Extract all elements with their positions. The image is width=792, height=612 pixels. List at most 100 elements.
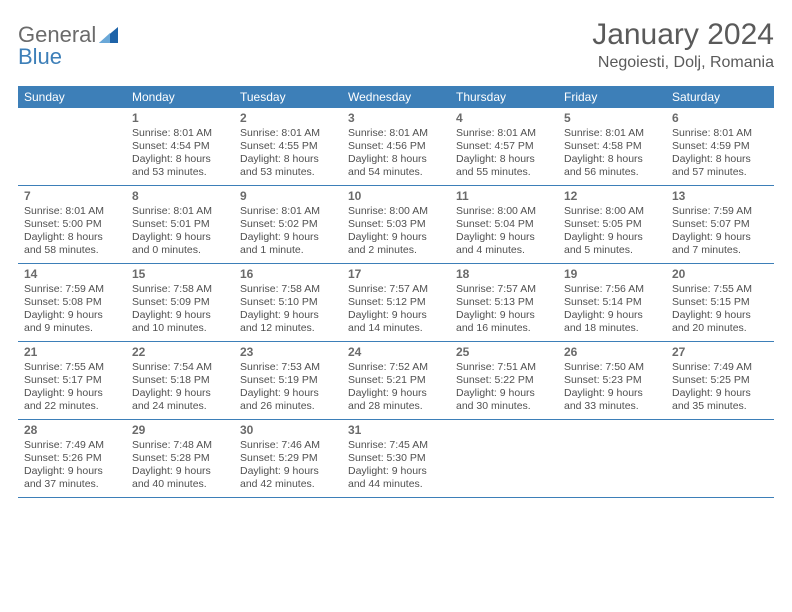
cell-sunset: Sunset: 5:10 PM bbox=[240, 296, 336, 309]
calendar-cell: 13Sunrise: 7:59 AMSunset: 5:07 PMDayligh… bbox=[666, 186, 774, 264]
cell-sunset: Sunset: 5:30 PM bbox=[348, 452, 444, 465]
day-number: 15 bbox=[132, 267, 228, 282]
cell-daylight1: Daylight: 9 hours bbox=[240, 309, 336, 322]
cell-sunrise: Sunrise: 7:50 AM bbox=[564, 361, 660, 374]
weekday-header: Wednesday bbox=[342, 86, 450, 108]
cell-daylight2: and 35 minutes. bbox=[672, 400, 768, 413]
cell-daylight2: and 57 minutes. bbox=[672, 166, 768, 179]
cell-daylight2: and 1 minute. bbox=[240, 244, 336, 257]
cell-sunset: Sunset: 4:55 PM bbox=[240, 140, 336, 153]
logo-blue-row: Blue bbox=[18, 44, 62, 70]
cell-sunrise: Sunrise: 7:58 AM bbox=[240, 283, 336, 296]
day-number: 17 bbox=[348, 267, 444, 282]
day-number: 8 bbox=[132, 189, 228, 204]
cell-daylight1: Daylight: 9 hours bbox=[24, 309, 120, 322]
calendar-cell: 1Sunrise: 8:01 AMSunset: 4:54 PMDaylight… bbox=[126, 108, 234, 186]
calendar-cell: 6Sunrise: 8:01 AMSunset: 4:59 PMDaylight… bbox=[666, 108, 774, 186]
cell-sunrise: Sunrise: 7:51 AM bbox=[456, 361, 552, 374]
weekday-header: Monday bbox=[126, 86, 234, 108]
cell-sunset: Sunset: 5:21 PM bbox=[348, 374, 444, 387]
cell-daylight2: and 12 minutes. bbox=[240, 322, 336, 335]
calendar-grid: SundayMondayTuesdayWednesdayThursdayFrid… bbox=[18, 86, 774, 498]
cell-sunset: Sunset: 4:57 PM bbox=[456, 140, 552, 153]
day-number: 5 bbox=[564, 111, 660, 126]
calendar-cell: 8Sunrise: 8:01 AMSunset: 5:01 PMDaylight… bbox=[126, 186, 234, 264]
calendar-cell: 5Sunrise: 8:01 AMSunset: 4:58 PMDaylight… bbox=[558, 108, 666, 186]
calendar-cell: 2Sunrise: 8:01 AMSunset: 4:55 PMDaylight… bbox=[234, 108, 342, 186]
cell-sunrise: Sunrise: 8:01 AM bbox=[24, 205, 120, 218]
cell-sunset: Sunset: 5:15 PM bbox=[672, 296, 768, 309]
calendar-cell: 22Sunrise: 7:54 AMSunset: 5:18 PMDayligh… bbox=[126, 342, 234, 420]
cell-daylight1: Daylight: 8 hours bbox=[672, 153, 768, 166]
calendar-cell: 31Sunrise: 7:45 AMSunset: 5:30 PMDayligh… bbox=[342, 420, 450, 498]
cell-sunrise: Sunrise: 8:01 AM bbox=[240, 127, 336, 140]
cell-sunset: Sunset: 5:08 PM bbox=[24, 296, 120, 309]
calendar-cell: 10Sunrise: 8:00 AMSunset: 5:03 PMDayligh… bbox=[342, 186, 450, 264]
cell-sunrise: Sunrise: 8:01 AM bbox=[132, 205, 228, 218]
cell-daylight2: and 10 minutes. bbox=[132, 322, 228, 335]
cell-sunset: Sunset: 4:59 PM bbox=[672, 140, 768, 153]
calendar-cell: 3Sunrise: 8:01 AMSunset: 4:56 PMDaylight… bbox=[342, 108, 450, 186]
cell-sunset: Sunset: 5:18 PM bbox=[132, 374, 228, 387]
cell-sunset: Sunset: 4:56 PM bbox=[348, 140, 444, 153]
cell-daylight2: and 37 minutes. bbox=[24, 478, 120, 491]
cell-daylight1: Daylight: 9 hours bbox=[132, 387, 228, 400]
cell-daylight2: and 14 minutes. bbox=[348, 322, 444, 335]
cell-daylight1: Daylight: 9 hours bbox=[240, 231, 336, 244]
calendar-cell: 16Sunrise: 7:58 AMSunset: 5:10 PMDayligh… bbox=[234, 264, 342, 342]
cell-daylight1: Daylight: 9 hours bbox=[24, 465, 120, 478]
calendar-cell: 4Sunrise: 8:01 AMSunset: 4:57 PMDaylight… bbox=[450, 108, 558, 186]
cell-daylight1: Daylight: 8 hours bbox=[348, 153, 444, 166]
cell-daylight2: and 58 minutes. bbox=[24, 244, 120, 257]
calendar-cell: 27Sunrise: 7:49 AMSunset: 5:25 PMDayligh… bbox=[666, 342, 774, 420]
cell-sunrise: Sunrise: 7:56 AM bbox=[564, 283, 660, 296]
cell-daylight2: and 56 minutes. bbox=[564, 166, 660, 179]
cell-sunset: Sunset: 5:00 PM bbox=[24, 218, 120, 231]
cell-sunrise: Sunrise: 8:01 AM bbox=[564, 127, 660, 140]
cell-sunset: Sunset: 4:54 PM bbox=[132, 140, 228, 153]
calendar-cell: 21Sunrise: 7:55 AMSunset: 5:17 PMDayligh… bbox=[18, 342, 126, 420]
cell-daylight2: and 9 minutes. bbox=[24, 322, 120, 335]
location-subtitle: Negoiesti, Dolj, Romania bbox=[592, 54, 774, 72]
cell-sunset: Sunset: 5:04 PM bbox=[456, 218, 552, 231]
cell-daylight1: Daylight: 9 hours bbox=[564, 309, 660, 322]
cell-sunset: Sunset: 5:17 PM bbox=[24, 374, 120, 387]
calendar-cell: 23Sunrise: 7:53 AMSunset: 5:19 PMDayligh… bbox=[234, 342, 342, 420]
page-title: January 2024 bbox=[592, 18, 774, 52]
cell-sunset: Sunset: 5:23 PM bbox=[564, 374, 660, 387]
cell-sunrise: Sunrise: 7:49 AM bbox=[24, 439, 120, 452]
cell-daylight2: and 44 minutes. bbox=[348, 478, 444, 491]
cell-sunset: Sunset: 5:22 PM bbox=[456, 374, 552, 387]
cell-daylight2: and 24 minutes. bbox=[132, 400, 228, 413]
cell-sunset: Sunset: 4:58 PM bbox=[564, 140, 660, 153]
cell-daylight2: and 40 minutes. bbox=[132, 478, 228, 491]
day-number: 14 bbox=[24, 267, 120, 282]
day-number: 16 bbox=[240, 267, 336, 282]
cell-daylight2: and 7 minutes. bbox=[672, 244, 768, 257]
cell-daylight2: and 53 minutes. bbox=[132, 166, 228, 179]
cell-daylight1: Daylight: 9 hours bbox=[348, 309, 444, 322]
cell-daylight2: and 4 minutes. bbox=[456, 244, 552, 257]
cell-daylight1: Daylight: 9 hours bbox=[348, 231, 444, 244]
cell-daylight2: and 2 minutes. bbox=[348, 244, 444, 257]
cell-daylight2: and 55 minutes. bbox=[456, 166, 552, 179]
day-number: 6 bbox=[672, 111, 768, 126]
day-number: 23 bbox=[240, 345, 336, 360]
weekday-header: Sunday bbox=[18, 86, 126, 108]
cell-sunrise: Sunrise: 7:54 AM bbox=[132, 361, 228, 374]
cell-sunrise: Sunrise: 7:59 AM bbox=[672, 205, 768, 218]
cell-sunrise: Sunrise: 7:57 AM bbox=[348, 283, 444, 296]
cell-sunrise: Sunrise: 7:53 AM bbox=[240, 361, 336, 374]
calendar-cell: 14Sunrise: 7:59 AMSunset: 5:08 PMDayligh… bbox=[18, 264, 126, 342]
day-number: 22 bbox=[132, 345, 228, 360]
weekday-header: Saturday bbox=[666, 86, 774, 108]
cell-sunset: Sunset: 5:28 PM bbox=[132, 452, 228, 465]
cell-sunrise: Sunrise: 7:58 AM bbox=[132, 283, 228, 296]
cell-sunset: Sunset: 5:09 PM bbox=[132, 296, 228, 309]
cell-sunrise: Sunrise: 7:48 AM bbox=[132, 439, 228, 452]
cell-sunrise: Sunrise: 8:00 AM bbox=[564, 205, 660, 218]
day-number: 19 bbox=[564, 267, 660, 282]
day-number: 26 bbox=[564, 345, 660, 360]
day-number: 11 bbox=[456, 189, 552, 204]
calendar-cell: 24Sunrise: 7:52 AMSunset: 5:21 PMDayligh… bbox=[342, 342, 450, 420]
